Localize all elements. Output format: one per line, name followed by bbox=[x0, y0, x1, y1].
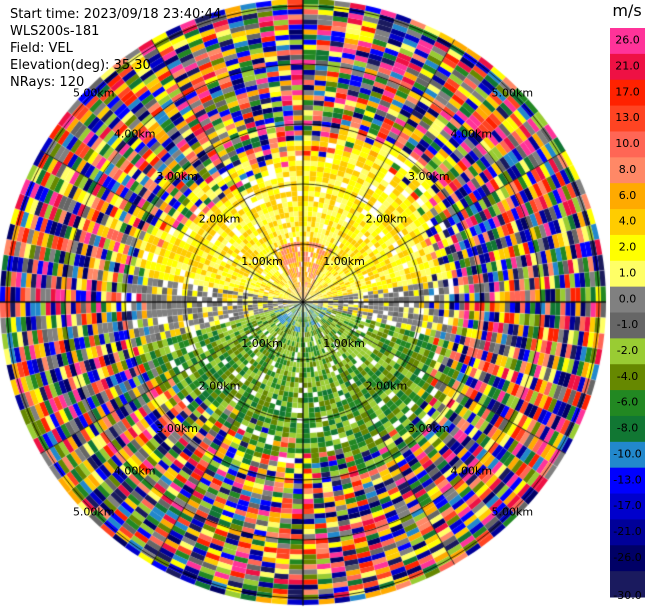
range-ring-label: 2.00km bbox=[366, 379, 408, 392]
colorbar-tick-label: 2.0 bbox=[619, 241, 637, 254]
colorbar-unit: m/s bbox=[612, 1, 641, 20]
colorbar-tick-label: -13.0 bbox=[613, 473, 641, 486]
colorbar-bin bbox=[610, 286, 645, 313]
range-ring-label: 2.00km bbox=[199, 213, 241, 226]
range-ring-label: 3.00km bbox=[408, 422, 450, 435]
colorbar-tick-label: -4.0 bbox=[617, 370, 638, 383]
colorbar-tick-label: 21.0 bbox=[615, 60, 640, 73]
colorbar-bin bbox=[610, 338, 645, 365]
colorbar-bin bbox=[610, 209, 645, 236]
colorbar-tick-label: 17.0 bbox=[615, 85, 640, 98]
field-label: Field: VEL bbox=[10, 41, 73, 56]
range-ring-label: 3.00km bbox=[156, 170, 198, 183]
colorbar-tick-label: -1.0 bbox=[617, 318, 638, 331]
range-ring-label: 5.00km bbox=[491, 505, 533, 518]
range-ring-label: 1.00km bbox=[241, 337, 283, 350]
range-ring-label: 4.00km bbox=[114, 128, 156, 141]
range-ring-label: 3.00km bbox=[408, 170, 450, 183]
range-ring-label: 5.00km bbox=[73, 87, 115, 100]
colorbar-bin bbox=[610, 234, 645, 262]
colorbar-bin bbox=[610, 105, 645, 132]
range-ring-label: 3.00km bbox=[156, 422, 198, 435]
colorbar-tick-label: -10.0 bbox=[613, 447, 641, 460]
range-ring-label: 1.00km bbox=[241, 255, 283, 268]
colorbar-tick-label: 8.0 bbox=[619, 163, 637, 176]
colorbar-tick-label: 26.0 bbox=[615, 34, 640, 47]
start-time-label: Start time: 2023/09/18 23:40:44 bbox=[10, 7, 222, 22]
colorbar-tick-label: -21.0 bbox=[613, 525, 641, 538]
range-ring-label: 4.00km bbox=[114, 464, 156, 477]
range-ring-label: 1.00km bbox=[323, 255, 365, 268]
colorbar-bin bbox=[610, 467, 645, 495]
colorbar-bin bbox=[610, 571, 645, 598]
range-ring-label: 4.00km bbox=[450, 128, 492, 141]
colorbar-tick-label: -8.0 bbox=[617, 422, 638, 435]
colorbar-bin bbox=[610, 312, 645, 339]
range-ring-label: 2.00km bbox=[366, 213, 408, 226]
colorbar-bins bbox=[610, 28, 645, 598]
colorbar-bin bbox=[610, 493, 645, 520]
colorbar-bin bbox=[610, 53, 645, 81]
colorbar-tick-label: 13.0 bbox=[615, 111, 640, 124]
colorbar-bin bbox=[610, 183, 645, 210]
colorbar-tick-label: 1.0 bbox=[619, 266, 637, 279]
range-ring-label: 1.00km bbox=[323, 337, 365, 350]
colorbar-tick-label: -30.0 bbox=[613, 589, 641, 602]
range-ring-label: 5.00km bbox=[73, 505, 115, 518]
colorbar-bin bbox=[610, 545, 645, 572]
colorbar-ticks: 26.0 21.0 17.0 13.0 10.0 8.0 6.0 4.0 2.0 1.0 0.0 -1… bbox=[613, 34, 641, 602]
colorbar-bin bbox=[610, 131, 645, 158]
colorbar-tick-label: 6.0 bbox=[619, 189, 637, 202]
colorbar-tick-label: 10.0 bbox=[615, 137, 640, 150]
colorbar-bin bbox=[610, 157, 645, 184]
colorbar-tick-label: -6.0 bbox=[617, 396, 638, 409]
colorbar-bin bbox=[610, 28, 645, 55]
colorbar-tick-label: -26.0 bbox=[613, 551, 641, 564]
colorbar-bin bbox=[610, 415, 645, 443]
range-ring-label: 2.00km bbox=[199, 379, 241, 392]
instrument-label: WLS200s-181 bbox=[10, 24, 100, 39]
colorbar-bin bbox=[610, 390, 645, 417]
elevation-label: Elevation(deg): 35.30 bbox=[10, 58, 151, 73]
range-ring-label: 4.00km bbox=[450, 464, 492, 477]
colorbar-tick-label: -2.0 bbox=[617, 344, 638, 357]
colorbar-bin bbox=[610, 364, 645, 391]
colorbar-tick-label: 4.0 bbox=[619, 215, 637, 228]
colorbar-tick-label: 0.0 bbox=[619, 292, 637, 305]
colorbar-bin bbox=[610, 519, 645, 546]
colorbar-tick-label: -17.0 bbox=[613, 499, 641, 512]
colorbar-bin bbox=[610, 79, 645, 107]
range-ring-label: 5.00km bbox=[491, 87, 533, 100]
colorbar-bin bbox=[610, 441, 645, 469]
colorbar-bin bbox=[610, 260, 645, 288]
nrays-label: NRays: 120 bbox=[10, 75, 85, 90]
